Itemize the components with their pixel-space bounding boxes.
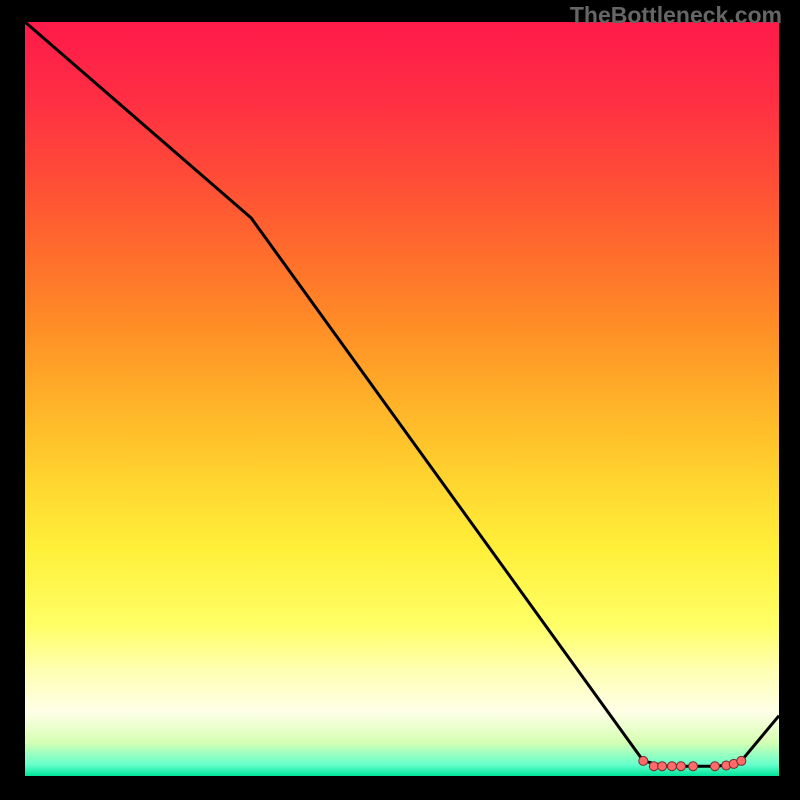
marker-point [639, 756, 648, 765]
marker-point [649, 762, 658, 771]
gradient-background [25, 22, 779, 776]
marker-point [710, 762, 719, 771]
marker-point [737, 756, 746, 765]
marker-point [676, 762, 685, 771]
plot-svg [25, 22, 779, 776]
chart-container: TheBottleneck.com [0, 0, 800, 800]
marker-point [667, 762, 676, 771]
watermark-text: TheBottleneck.com [570, 2, 782, 29]
marker-point [689, 762, 698, 771]
marker-point [658, 762, 667, 771]
plot-area [25, 22, 779, 776]
